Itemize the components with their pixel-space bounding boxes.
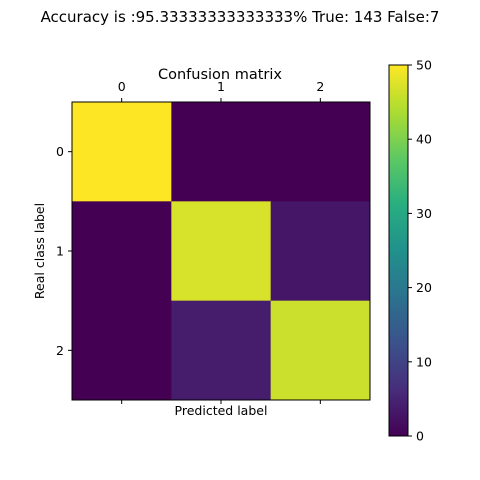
matrix-cell-1-2 [270,201,371,302]
matrix-cell-2-2 [270,300,371,401]
colorbar-tick-label-0: 0 [416,429,424,444]
y-axis-ticks: 0 1 2 [56,144,72,358]
x-axis-label: Predicted label [175,403,268,418]
x-tick-label-2: 2 [316,79,324,94]
y-tick-label-2: 2 [56,343,64,358]
figure-suptitle: Accuracy is :95.33333333333333% True: 14… [41,8,440,26]
colorbar-ticks: 0 10 20 30 40 50 [408,58,432,444]
colorbar-tick-label-2: 20 [416,280,432,295]
colorbar-tick-label-1: 10 [416,354,432,369]
colorbar-tick-label-4: 40 [416,132,432,147]
y-axis-label: Real class label [32,203,47,299]
matrix-cell-2-0 [72,300,172,401]
x-tick-label-0: 0 [118,79,126,94]
chart-title: Confusion matrix [158,67,282,83]
matrix-cell-1-1 [171,201,272,302]
matrix-cell-0-0 [72,102,172,202]
confusion-matrix [72,102,371,401]
colorbar-tick-label-3: 30 [416,206,432,221]
x-tick-label-1: 1 [217,79,225,94]
matrix-cell-1-0 [72,201,172,302]
matrix-cell-0-2 [270,102,371,202]
matrix-cell-0-1 [171,102,272,202]
y-tick-label-0: 0 [56,144,64,159]
matrix-cell-2-1 [171,300,272,401]
y-tick-label-1: 1 [56,244,64,259]
colorbar [388,64,409,437]
colorbar-tick-label-5: 50 [416,58,432,73]
x-axis-ticks: 0 1 2 [118,79,324,404]
